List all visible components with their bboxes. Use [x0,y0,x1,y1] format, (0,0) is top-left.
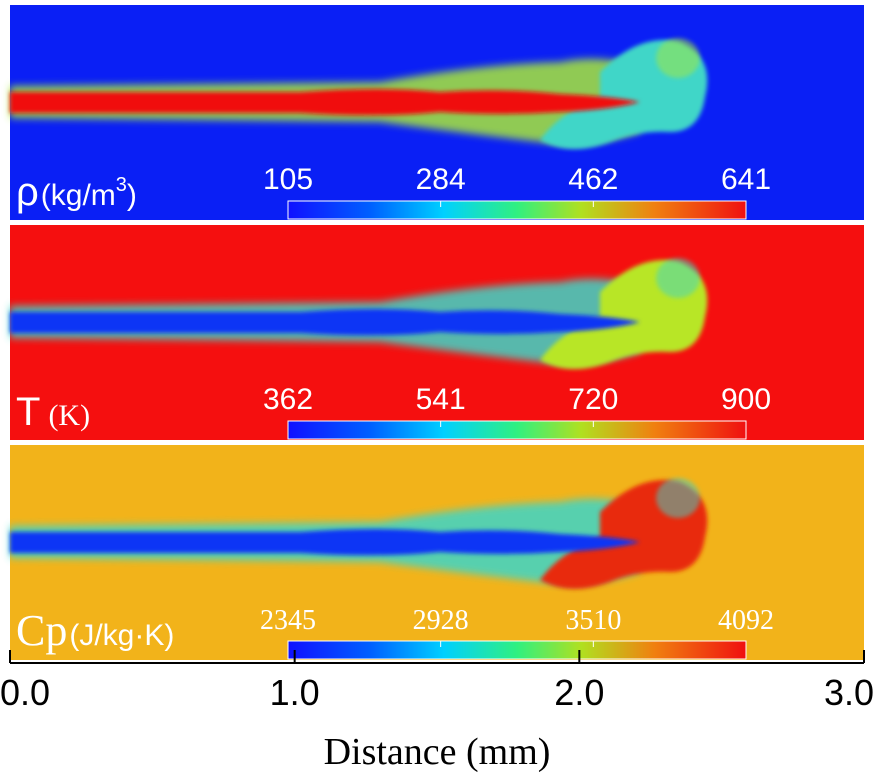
panel-symbol: ρ [16,170,39,214]
panel-unit: (kg/m [41,179,116,212]
plume [10,258,708,370]
colorbar-tick-label: 4092 [718,605,774,636]
panel-label: Cp(J/kg·K) [16,606,174,655]
colorbar-tick-label: 284 [416,163,466,196]
colorbar-tick-label: 362 [263,383,313,416]
panel-unit: (J/kg·K) [69,619,174,652]
colorbar-tick-label: 541 [416,383,466,416]
colorbar-tick-label: 720 [568,383,618,416]
panel-label: ρ(kg/m3) [16,170,137,214]
colorbar [287,200,747,220]
colorbar-tick-label: 641 [721,163,771,196]
panel-1: ρ(kg/m3) 105 284 462 641 [10,5,864,220]
panel-3: Cp(J/kg·K) 2345 2928 3510 4092 [10,445,864,660]
colorbar-tick-label: 2928 [413,605,469,636]
x-tick-label: 0.0 [0,672,50,713]
panel-unit-superscript: 3 [116,174,127,196]
colorbar [287,420,747,440]
panel-label: T (K) [16,390,90,434]
panel-unit-close: ) [127,179,137,212]
plume [10,478,708,590]
x-tick-label: 2.0 [554,672,604,713]
panel-unit: (K) [48,399,90,432]
colorbar-tick-label: 3510 [565,605,621,636]
x-axis: 0.0 1.0 2.0 3.0 Distance (mm) [0,650,874,773]
colorbar-tick-label: 900 [721,383,771,416]
panel-symbol: T [16,390,40,434]
colorbar-tick-label: 462 [568,163,618,196]
plume [10,38,708,150]
panel-2: T (K) 362 541 720 900 [10,225,864,440]
x-axis-label: Distance (mm) [324,731,551,773]
colorbar-tick-label: 2345 [260,605,316,636]
colorbar-tick-label: 105 [263,163,313,196]
x-tick-label: 1.0 [270,672,320,713]
colorbar [287,640,747,660]
panel-symbol: Cp [16,606,67,655]
x-tick-label: 3.0 [824,672,874,713]
